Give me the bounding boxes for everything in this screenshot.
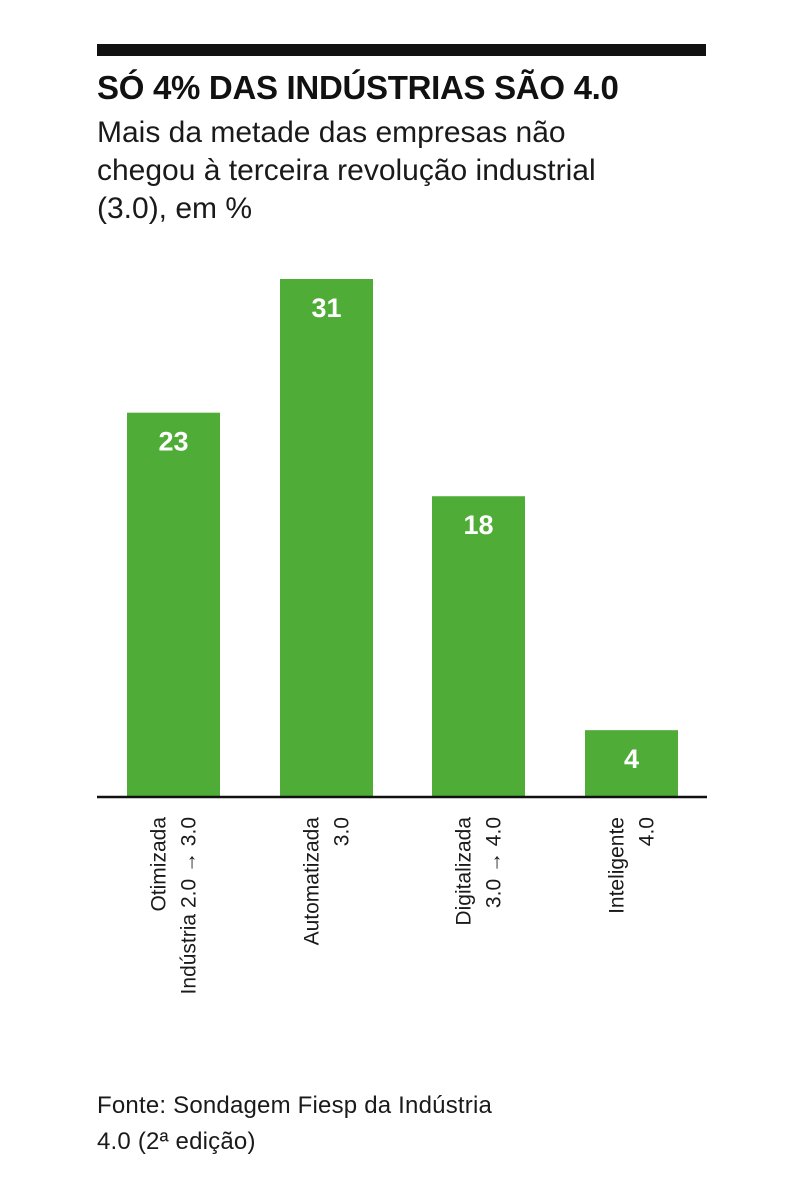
category-label: 3.0 xyxy=(331,817,354,846)
category-label: Inteligente xyxy=(606,817,629,914)
bar-4 xyxy=(585,730,678,797)
category-label: Automatizada xyxy=(301,817,324,946)
chart-subtitle: Mais da metade das empresas não chegou à… xyxy=(97,116,596,225)
category-label: Otimizada xyxy=(148,817,171,912)
bar-1 xyxy=(127,412,220,797)
category-label: 4.0 xyxy=(636,817,659,846)
bar-value-label: 4 xyxy=(624,744,639,774)
top-rule xyxy=(97,44,706,56)
category-label: 3.0 → 4.0 xyxy=(483,817,506,908)
bar-chart: 23 Otimizada Indústria 2.0 → 3.0 31 Automati… xyxy=(97,279,707,994)
chart-title: SÓ 4% DAS INDÚSTRIAS SÃO 4.0 xyxy=(97,69,619,106)
bar-3 xyxy=(432,496,525,797)
bar-value-label: 18 xyxy=(463,510,493,540)
category-label: Digitalizada xyxy=(453,817,476,926)
category-label: Indústria 2.0 → 3.0 xyxy=(178,817,201,994)
bar-value-label: 31 xyxy=(311,293,341,323)
source-note: Fonte: Sondagem Fiesp da Indústria 4.0 (… xyxy=(97,1092,493,1155)
bar-2 xyxy=(280,279,373,797)
bar-value-label: 23 xyxy=(158,427,188,457)
